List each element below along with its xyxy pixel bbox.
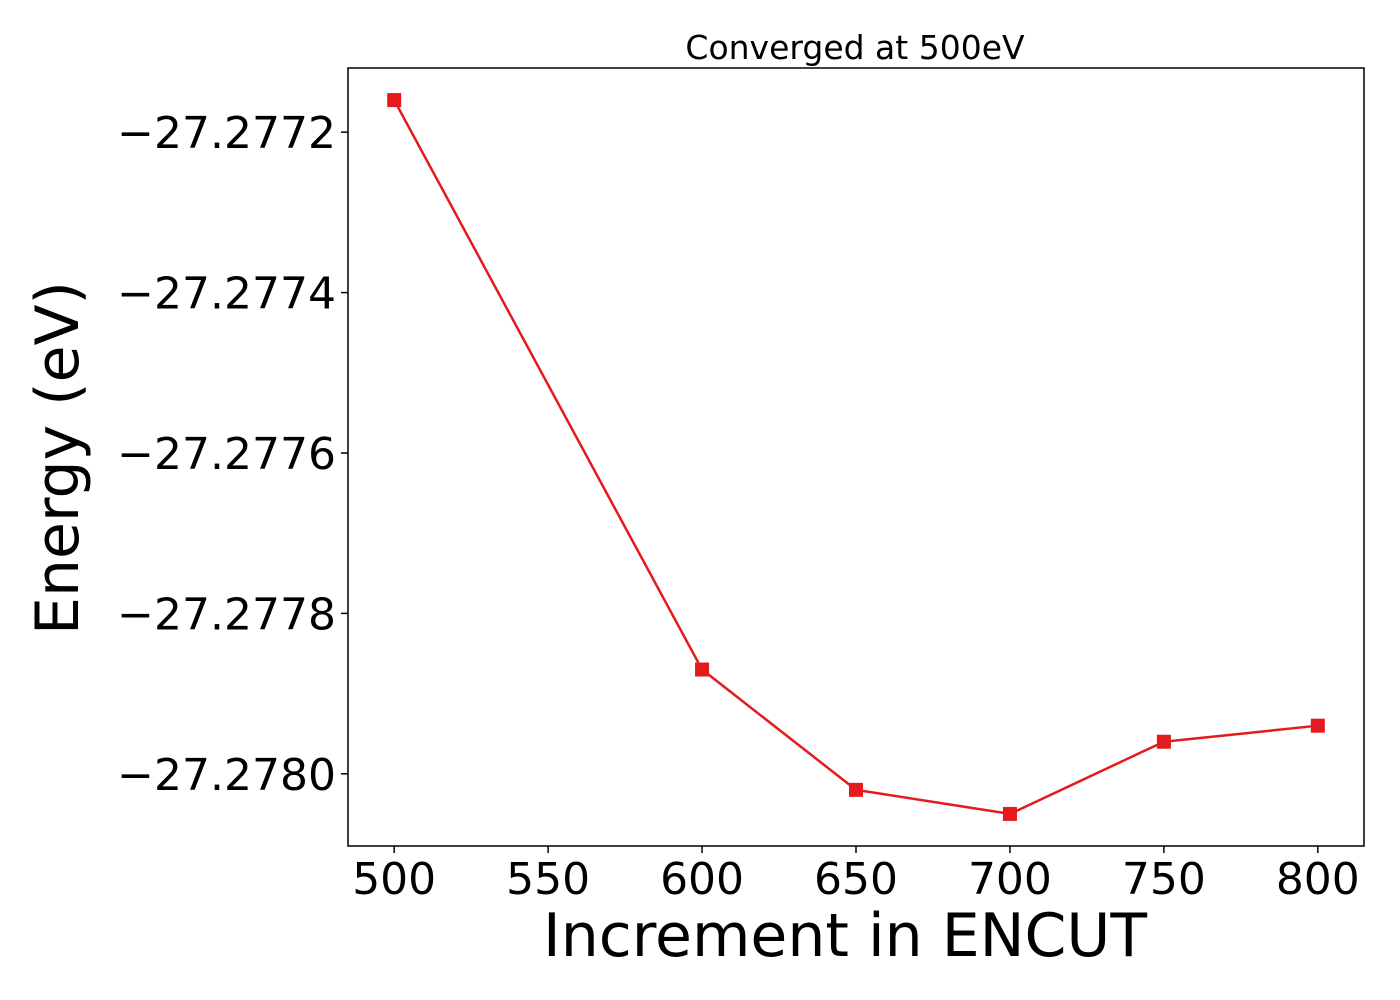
x-tick-label: 600 (660, 854, 744, 905)
y-tick-label: −27.2776 (117, 429, 336, 480)
y-axis-ticks: −27.2772 −27.2774 −27.2776 −27.2778 −27.2780 (117, 108, 348, 801)
x-axis-ticks: 500 550 600 650 700 750 800 (352, 846, 1360, 905)
x-tick-label: 750 (1122, 854, 1206, 905)
series-layer (387, 93, 1325, 821)
chart-title: Converged at 500eV (685, 28, 1025, 67)
data-point-marker (1310, 718, 1325, 733)
data-point-marker (1002, 806, 1017, 821)
series-line (393, 99, 1318, 816)
y-tick-label: −27.2780 (117, 750, 336, 801)
data-point-marker (1156, 734, 1171, 749)
data-point-marker (849, 782, 863, 797)
data-point-marker (695, 662, 710, 677)
x-tick-label: 700 (968, 854, 1052, 905)
x-tick-label: 800 (1276, 854, 1360, 905)
plot-area-frame (347, 67, 1365, 847)
x-axis-label: Increment in ENCUT (543, 901, 1147, 971)
y-tick-label: −27.2772 (117, 108, 336, 159)
data-point-marker (387, 93, 402, 108)
x-tick-label: 650 (814, 854, 898, 905)
y-axis-label: Energy (eV) (23, 281, 93, 635)
y-tick-label: −27.2774 (117, 269, 336, 320)
y-tick-label: −27.2778 (117, 589, 336, 640)
x-tick-label: 550 (506, 854, 590, 905)
x-tick-label: 500 (352, 854, 436, 905)
